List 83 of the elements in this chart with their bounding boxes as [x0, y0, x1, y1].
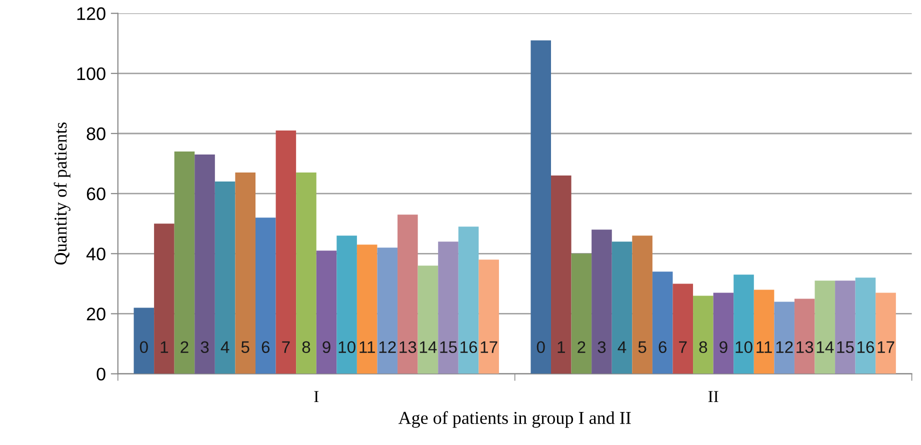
text: 4: [220, 341, 230, 353]
text: 3: [200, 341, 209, 354]
text: 12: [379, 341, 396, 353]
series-label: 7: [282, 341, 290, 353]
series-label: 11: [756, 341, 772, 353]
y-tick-label: 20: [86, 308, 106, 320]
text: 6: [658, 341, 666, 354]
bar: [276, 130, 296, 374]
bar: [612, 242, 632, 374]
text: 10: [736, 341, 752, 354]
bar: [530, 40, 552, 374]
bar: [592, 230, 612, 374]
y-tick-label: 40: [86, 248, 106, 260]
bar: [551, 176, 572, 374]
y-tick-label: 60: [86, 188, 106, 200]
text: 0: [140, 341, 148, 354]
bar: [154, 224, 174, 374]
bar: [693, 296, 714, 374]
bar: [418, 266, 438, 374]
bar: [571, 254, 592, 374]
y-tick-label: 100: [77, 67, 106, 80]
bar: [794, 298, 815, 374]
bar: [438, 242, 458, 374]
text: 5: [638, 341, 646, 354]
bar: [214, 182, 236, 374]
text: 8: [699, 341, 708, 354]
bar: [855, 278, 876, 374]
text: 9: [720, 341, 728, 354]
bar: [316, 250, 337, 374]
bar: [256, 218, 276, 374]
y-axis-title: Quantity of patients: [54, 122, 70, 265]
text: 16: [857, 341, 874, 354]
text: 14: [816, 341, 834, 353]
series-label: 5: [241, 341, 250, 354]
series-label: 0: [536, 341, 545, 354]
x-tick-label: II: [708, 391, 718, 402]
bar: [398, 214, 418, 374]
text: 15: [837, 341, 854, 354]
x-tick-label: I: [314, 391, 319, 402]
text: 11: [360, 341, 375, 353]
series-label: 3: [598, 341, 606, 354]
bar: [672, 284, 694, 374]
bar: [336, 236, 357, 374]
text: 13: [796, 341, 814, 354]
text: 7: [679, 341, 687, 353]
series-label: 6: [262, 341, 270, 354]
bar: [478, 260, 499, 374]
bar: [632, 236, 652, 374]
series-label: 12: [776, 341, 793, 353]
series-label: 10: [338, 341, 356, 354]
bar: [235, 172, 256, 374]
bar: [356, 244, 378, 374]
bar: [734, 274, 754, 374]
y-tick-label: 80: [86, 127, 106, 140]
bar: [814, 280, 836, 374]
bar: [652, 272, 673, 374]
series-label: 4: [618, 341, 626, 353]
x-axis-title: Age of patients in group I and II: [398, 411, 631, 428]
series-label: 13: [400, 341, 416, 354]
bar: [194, 154, 215, 374]
series-label: 8: [302, 341, 310, 354]
series-label: 1: [558, 341, 565, 353]
text: 2: [578, 341, 586, 353]
series-label: 16: [460, 341, 478, 354]
series-label: 2: [180, 341, 188, 353]
bar: [835, 280, 856, 374]
series-label: 14: [420, 341, 437, 353]
text: 1: [160, 341, 168, 353]
bar: [458, 226, 479, 374]
bar: [377, 248, 398, 374]
y-tick-label: 120: [77, 7, 106, 20]
series-label: 9: [322, 341, 330, 354]
series-label: 17: [878, 341, 894, 353]
text: 17: [480, 341, 498, 353]
bar: [754, 290, 774, 374]
bar: [774, 302, 794, 374]
bar: [174, 152, 195, 374]
bar: [134, 308, 154, 374]
bar: [713, 292, 734, 374]
bar: [876, 292, 896, 374]
bar: [296, 172, 316, 374]
series-label: 15: [440, 341, 457, 354]
y-tick-label: 0: [96, 368, 106, 381]
